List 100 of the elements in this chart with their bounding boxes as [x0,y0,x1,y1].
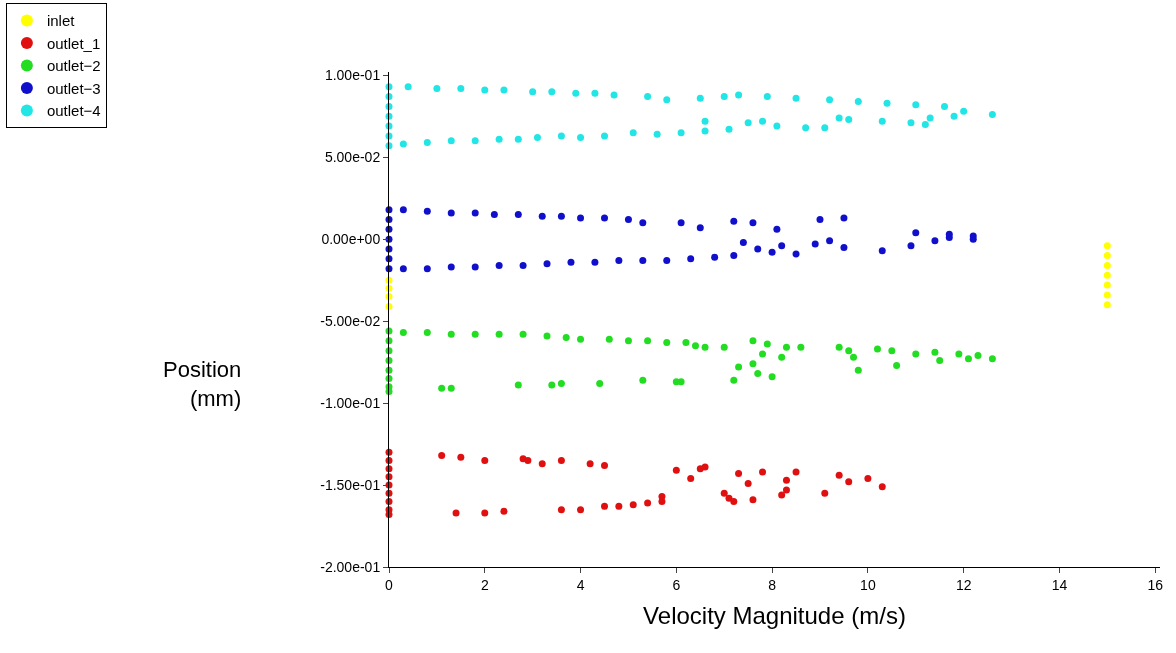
point [768,373,776,381]
point [663,96,671,104]
point [495,330,503,338]
point [423,138,431,146]
point [1103,281,1111,289]
point [586,460,594,468]
y-axis-title: Position (mm) [163,357,242,411]
point [873,345,881,353]
point [907,242,915,250]
x-tick-label: 8 [768,576,777,593]
point [816,216,824,224]
point [548,381,556,389]
point [782,343,790,351]
x-tick-label: 12 [955,576,972,593]
y-tick-label: -1.50e-01 [320,476,381,493]
point [533,134,541,142]
point [471,209,479,217]
point [399,140,407,148]
point [557,132,565,140]
point [591,89,599,97]
point [883,99,891,107]
point [557,506,565,514]
point [945,234,953,242]
point [399,206,407,214]
point [672,466,680,474]
point [744,479,752,487]
point [854,366,862,374]
point [835,343,843,351]
point [399,265,407,273]
point [577,506,585,514]
point [773,225,781,233]
point [577,214,585,222]
y-tick-label: 5.00e-02 [324,149,381,166]
point [802,124,810,132]
point [1103,261,1111,269]
point [797,343,805,351]
point [567,258,575,266]
point [557,456,565,464]
point [826,237,834,245]
y-tick-label: -5.00e-02 [320,313,381,330]
point [754,370,762,378]
point [749,496,757,504]
point [423,207,431,215]
point [452,509,460,517]
point [481,509,489,517]
point [644,337,652,345]
point [931,348,939,356]
point [763,93,771,101]
point [730,252,738,260]
point [639,219,647,227]
point [950,112,958,120]
point [912,229,920,237]
point [423,329,431,337]
point [605,335,613,343]
point [577,134,585,142]
x-tick-label: 2 [480,576,489,593]
legend-label: outlet−4 [46,102,101,120]
point [500,507,508,515]
point [457,453,465,461]
point [423,265,431,273]
point [960,107,968,115]
point [778,491,786,499]
x-axis-title: Velocity Magnitude (m/s) [643,602,906,630]
point [878,483,886,491]
point [701,463,709,471]
point [404,83,412,91]
point [768,248,776,256]
point [677,219,685,227]
point [988,355,996,363]
point [601,214,608,222]
point [840,243,848,251]
point [1103,242,1111,250]
point [811,240,819,248]
point [845,116,853,124]
point [696,94,704,102]
point [447,263,455,271]
point [739,238,747,246]
point [514,211,522,219]
point [500,86,508,94]
point [931,237,939,245]
point [538,460,546,468]
point [864,474,872,482]
point [778,353,786,361]
point [447,209,455,217]
x-tick-label: 0 [385,576,394,593]
point [773,122,781,130]
point [974,352,982,360]
point [735,91,743,99]
x-tick-label: 16 [1147,576,1164,593]
point [701,127,709,135]
point [725,125,733,133]
point [433,84,441,92]
legend-label: outlet_1 [46,34,101,52]
point [921,120,929,128]
point [759,350,767,358]
point [730,497,738,505]
point [677,129,685,137]
point [988,111,996,119]
point [912,350,920,358]
point [744,119,752,127]
